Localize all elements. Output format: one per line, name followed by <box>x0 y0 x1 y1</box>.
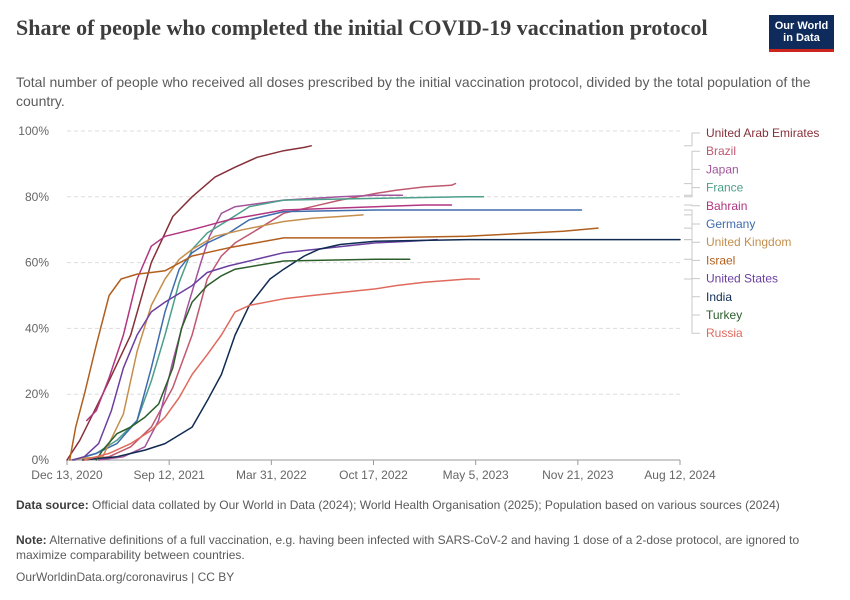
series-line-united-kingdom <box>69 214 364 461</box>
y-tick-label: 60% <box>25 256 49 270</box>
y-tick-label: 80% <box>25 190 49 204</box>
legend-connector <box>684 278 700 334</box>
logo-line-1: Our World <box>774 20 829 32</box>
series-lines <box>66 145 681 461</box>
legend-connector <box>684 132 700 147</box>
series-line-bahrain <box>85 204 453 422</box>
y-tick-label: 0% <box>32 453 50 467</box>
legend-label-turkey: Turkey <box>706 308 742 322</box>
x-tick-label: May 5, 2023 <box>443 468 509 482</box>
x-tick-label: Oct 17, 2022 <box>339 468 408 482</box>
legend-connector <box>684 168 700 196</box>
legend-label-germany: Germany <box>706 217 755 231</box>
note-text: Alternative definitions of a full vaccin… <box>16 533 800 562</box>
line-chart: 0% 20% 40% 60% 80% 100% Dec 13, 2020 Sep 12, 2… <box>18 124 819 482</box>
chart-subtitle: Total number of people who received all … <box>16 74 811 109</box>
series-line-germany <box>72 209 583 461</box>
x-tick-label: Nov 21, 2023 <box>542 468 614 482</box>
legend-connector <box>684 150 700 185</box>
x-axis: Dec 13, 2020 Sep 12, 2021 Mar 31, 2022 Oct … <box>31 459 716 482</box>
series-line-united-states <box>71 238 438 461</box>
y-tick-label: 20% <box>25 387 49 401</box>
x-tick-label: Sep 12, 2021 <box>133 468 205 482</box>
x-tick-label: Aug 12, 2024 <box>644 468 716 482</box>
legend-connector <box>684 187 700 198</box>
x-tick-label: Dec 13, 2020 <box>31 468 103 482</box>
legend: United Arab Emirates Brazil Japan France Bah… <box>684 126 819 340</box>
data-source-text: Official data collated by Our World in D… <box>92 498 780 512</box>
legend-label-brazil: Brazil <box>706 144 736 158</box>
legend-label-bahrain: Bahrain <box>706 199 747 213</box>
y-tick-label: 100% <box>18 124 49 138</box>
legend-label-india: India <box>706 290 732 304</box>
note-footnote: Note: Alternative definitions of a full … <box>16 533 816 563</box>
legend-label-japan: Japan <box>706 162 739 176</box>
series-line-india <box>81 238 681 461</box>
y-tick-label: 40% <box>25 321 49 335</box>
logo-line-2: in Data <box>783 32 820 44</box>
legend-label-france: France <box>706 181 744 195</box>
data-source-label: Data source: <box>16 498 89 512</box>
series-line-brazil <box>83 182 457 461</box>
legend-label-israel: Israel <box>706 253 735 267</box>
series-line-turkey <box>95 258 411 461</box>
note-label: Note: <box>16 533 47 547</box>
legend-connector <box>684 204 700 207</box>
x-tick-label: Mar 31, 2022 <box>236 468 307 482</box>
data-source-footnote: Data source: Official data collated by O… <box>16 498 816 513</box>
series-line-russia <box>83 278 481 461</box>
legend-label-russia: Russia <box>706 326 743 340</box>
series-line-japan <box>97 194 404 461</box>
owid-logo[interactable]: Our World in Data <box>769 15 834 52</box>
legend-label-united-states: United States <box>706 272 778 286</box>
series-line-israel <box>68 227 599 461</box>
y-axis-ticks: 0% 20% 40% 60% 80% 100% <box>18 124 49 467</box>
legend-label-united-arab-emirates: United Arab Emirates <box>706 126 819 140</box>
chart-title: Share of people who completed the initia… <box>16 15 708 40</box>
source-url-link[interactable]: OurWorldinData.org/coronavirus | CC BY <box>16 570 235 584</box>
legend-label-united-kingdom: United Kingdom <box>706 235 791 249</box>
